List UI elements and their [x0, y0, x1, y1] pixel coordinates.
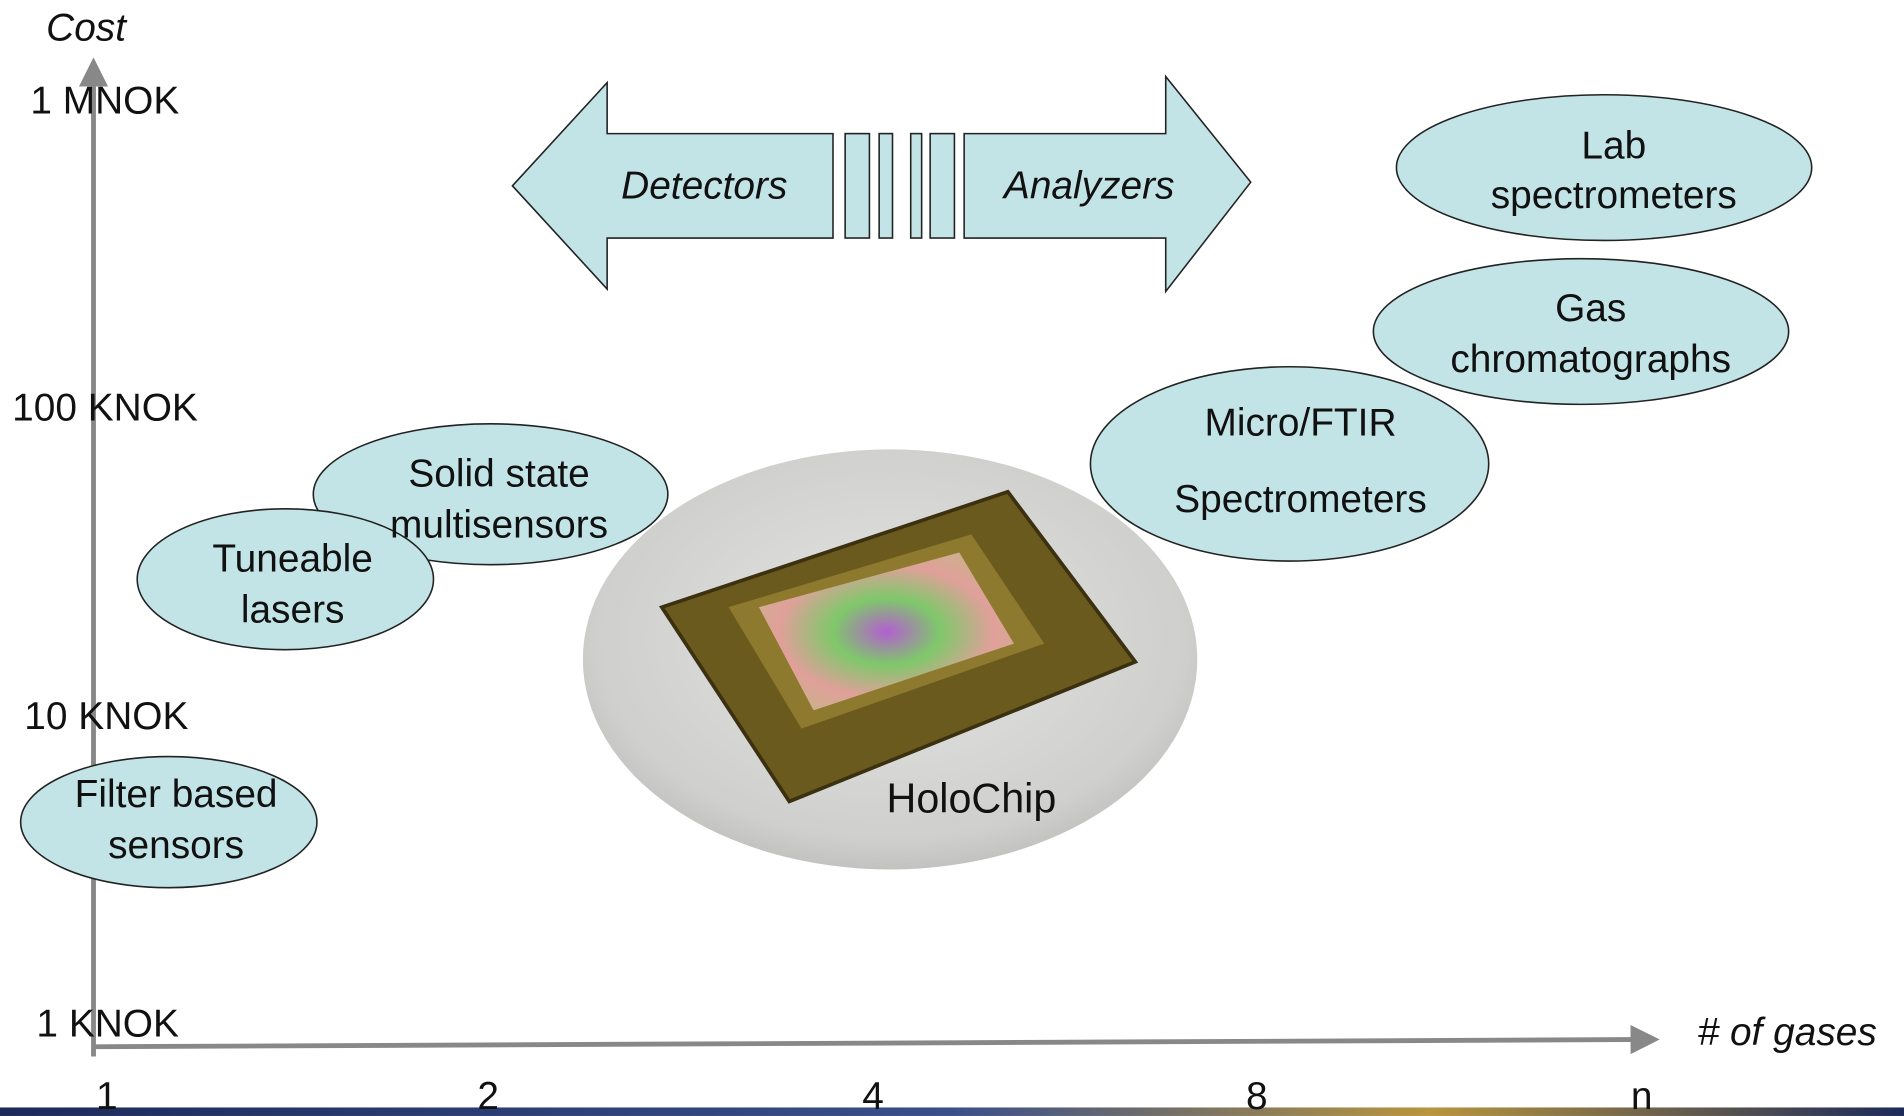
photo-label: HoloChip [887, 775, 1057, 821]
bubble [1372, 257, 1790, 406]
bubble-text: Solid state [408, 452, 589, 495]
x-axis [93, 1025, 1660, 1055]
bubble [136, 508, 435, 651]
y-tick-label: 1 MNOK [30, 80, 179, 123]
bubble-text: Tuneable [212, 537, 373, 580]
y-tick-label: 1 KNOK [36, 1002, 179, 1045]
arrow-label: Detectors [621, 165, 787, 208]
bubble [19, 755, 318, 889]
bubble-text: lasers [241, 588, 345, 631]
bubble-text: Micro/FTIR [1204, 401, 1396, 444]
y-tick-label: 100 KNOK [12, 387, 198, 430]
bubble-text: chromatographs [1450, 338, 1731, 381]
footer-strip [0, 1107, 1904, 1116]
arrow-label: Analyzers [1002, 165, 1175, 208]
bubble [312, 423, 669, 566]
x-tick-label: 1 [96, 1075, 118, 1116]
y-tick-label: 10 KNOK [24, 695, 188, 738]
arrow-group [511, 74, 1252, 294]
bubble-text: Spectrometers [1174, 478, 1427, 521]
y-axis-label: Cost [46, 7, 128, 50]
bubble-text: Lab [1581, 124, 1646, 167]
bubble-text: sensors [108, 824, 244, 867]
x-axis-label: # of gases [1698, 1011, 1877, 1054]
x-tick-label: n [1631, 1075, 1653, 1116]
x-tick-label: 2 [477, 1075, 499, 1116]
bubble [1089, 365, 1490, 562]
bubble [1395, 93, 1813, 242]
bubble-text: Gas [1555, 287, 1626, 330]
bubble-text: multisensors [390, 503, 608, 546]
x-tick-label: 4 [862, 1075, 884, 1116]
x-tick-label: 8 [1246, 1075, 1268, 1116]
bubble-text: spectrometers [1491, 174, 1737, 217]
bubble-text: Filter based [75, 773, 278, 816]
holochip-photo [582, 449, 1198, 870]
